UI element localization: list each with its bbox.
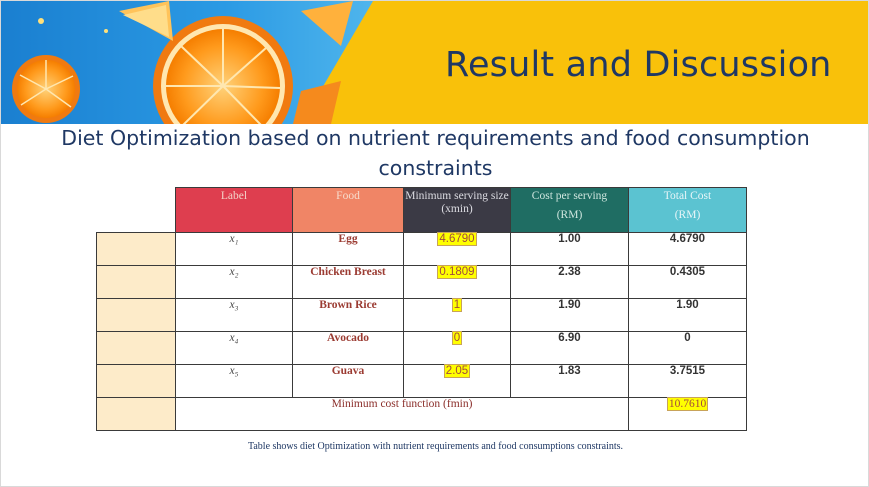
cost-cell: 6.90 bbox=[510, 331, 629, 365]
food-cell: Chicken Breast bbox=[292, 265, 404, 299]
header-minimum: Minimum serving size (xmin) bbox=[403, 187, 511, 233]
header-spacer bbox=[97, 188, 176, 233]
cost-cell: 1.90 bbox=[510, 298, 629, 332]
table-row: x₃ Brown Rice 1 1.90 1.90 bbox=[96, 298, 747, 332]
table-row: x₅ Guava 2.05 1.83 3.7515 bbox=[96, 364, 747, 398]
header-total-line2: (RM) bbox=[674, 209, 701, 221]
total-cell: 1.90 bbox=[628, 298, 747, 332]
min-serving-cell: 0 bbox=[403, 331, 511, 365]
total-cell: 0 bbox=[628, 331, 747, 365]
table-header-row: Label Food Minimum serving size (xmin) C… bbox=[97, 187, 747, 233]
side-cell bbox=[96, 397, 176, 431]
min-serving-cell: 2.05 bbox=[403, 364, 511, 398]
cost-cell: 1.00 bbox=[510, 232, 629, 266]
header-food: Food bbox=[292, 187, 404, 233]
table-row: x₁ Egg 4.6790 1.00 4.6790 bbox=[96, 232, 747, 266]
min-cost-label: Minimum cost function (fmin) bbox=[175, 397, 629, 431]
total-cell: 3.7515 bbox=[628, 364, 747, 398]
table-row: x₂ Chicken Breast 0.1809 2.38 0.4305 bbox=[96, 265, 747, 299]
variable-cell: x₄ bbox=[175, 331, 293, 365]
total-cell: 0.4305 bbox=[628, 265, 747, 299]
side-cell bbox=[96, 364, 176, 398]
diet-table: Label Food Minimum serving size (xmin) C… bbox=[96, 187, 747, 431]
min-cost-row: Minimum cost function (fmin) 10.7610 bbox=[96, 397, 747, 431]
orange-slices-image bbox=[1, 1, 373, 124]
header-cost-line2: (RM) bbox=[556, 209, 583, 221]
variable-cell: x₁ bbox=[175, 232, 293, 266]
variable-cell: x₂ bbox=[175, 265, 293, 299]
cost-cell: 1.83 bbox=[510, 364, 629, 398]
header-cost-line1: Cost per serving bbox=[531, 190, 608, 202]
slide-subtitle: Diet Optimization based on nutrient requ… bbox=[61, 126, 810, 180]
header-total-line1: Total Cost bbox=[663, 190, 712, 202]
min-cost-value: 10.7610 bbox=[666, 397, 709, 411]
header-label: Label bbox=[175, 187, 293, 233]
variable-cell: x₅ bbox=[175, 364, 293, 398]
min-serving-value: 4.6790 bbox=[437, 232, 477, 246]
header-banner: Result and Discussion bbox=[1, 1, 868, 124]
slide-title: Result and Discussion bbox=[445, 45, 832, 85]
variable-cell: x₃ bbox=[175, 298, 293, 332]
min-serving-value: 1 bbox=[451, 298, 463, 312]
side-cell bbox=[96, 331, 176, 365]
table-caption: Table shows diet Optimization with nutri… bbox=[247, 441, 624, 452]
min-cost-cell: 10.7610 bbox=[628, 397, 747, 431]
min-serving-cell: 1 bbox=[403, 298, 511, 332]
min-serving-value: 2.05 bbox=[443, 364, 471, 378]
table-row: x₄ Avocado 0 6.90 0 bbox=[96, 331, 747, 365]
min-serving-cell: 0.1809 bbox=[403, 265, 511, 299]
food-cell: Brown Rice bbox=[292, 298, 404, 332]
min-serving-cell: 4.6790 bbox=[403, 232, 511, 266]
food-cell: Egg bbox=[292, 232, 404, 266]
min-serving-value: 0.1809 bbox=[437, 265, 477, 279]
header-total: Total Cost (RM) bbox=[628, 187, 747, 233]
header-cost: Cost per serving (RM) bbox=[510, 187, 629, 233]
food-cell: Avocado bbox=[292, 331, 404, 365]
food-cell: Guava bbox=[292, 364, 404, 398]
side-cell bbox=[96, 298, 176, 332]
min-serving-value: 0 bbox=[451, 331, 463, 345]
side-cell bbox=[96, 232, 176, 266]
side-cell bbox=[96, 265, 176, 299]
total-cell: 4.6790 bbox=[628, 232, 747, 266]
cost-cell: 2.38 bbox=[510, 265, 629, 299]
